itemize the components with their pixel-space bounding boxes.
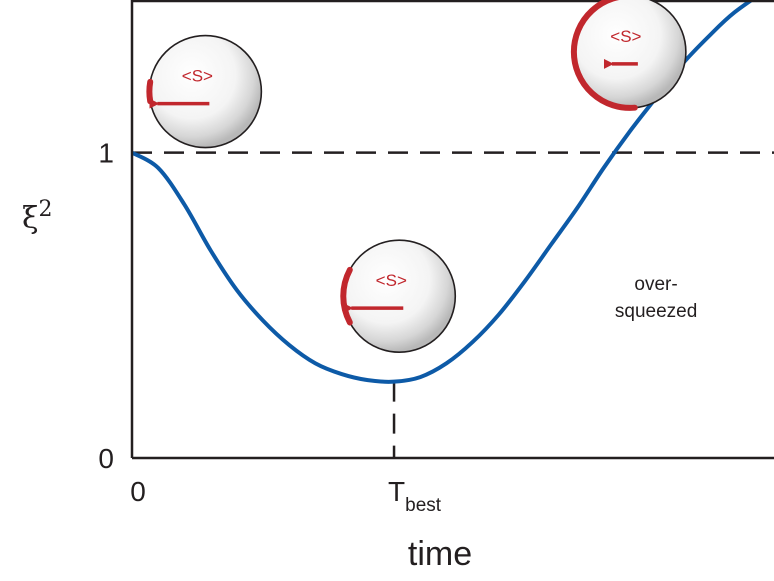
- sphere-0: <S>: [146, 34, 263, 149]
- spheres-group: <S> <S> <S>: [146, 0, 687, 353]
- sphere-2: <S>: [570, 0, 687, 111]
- annotation-0-line-1: squeezed: [615, 301, 697, 322]
- y-axis-label: ξ2: [22, 197, 53, 236]
- sphere-label-0: <S>: [182, 67, 213, 86]
- y-tick-label-1: 1: [98, 138, 114, 169]
- sphere-label-2: <S>: [610, 27, 641, 46]
- sphere-arc-2: [570, 0, 638, 111]
- x-tick-label-1: Tbest: [388, 476, 442, 516]
- x-axis-label: time: [408, 535, 472, 573]
- sphere-body-0: [148, 34, 263, 149]
- sphere-body-1: [342, 239, 457, 353]
- sphere-label-1: <S>: [376, 271, 407, 290]
- y-axis-label-main: ξ: [22, 201, 39, 236]
- sphere-arc-1: [340, 266, 353, 326]
- sphere-arc-0: [146, 78, 154, 105]
- y-axis-label-superscript: 2: [39, 197, 53, 222]
- annotations-group: over-squeezed: [615, 274, 697, 322]
- x-tick-label-0: 0: [130, 476, 146, 507]
- y-tick-label-0: 0: [98, 443, 114, 474]
- sphere-1: <S>: [340, 239, 457, 353]
- annotation-0-line-0: over-: [634, 274, 677, 295]
- ticks-group: 0 1 0 Tbest: [98, 138, 441, 516]
